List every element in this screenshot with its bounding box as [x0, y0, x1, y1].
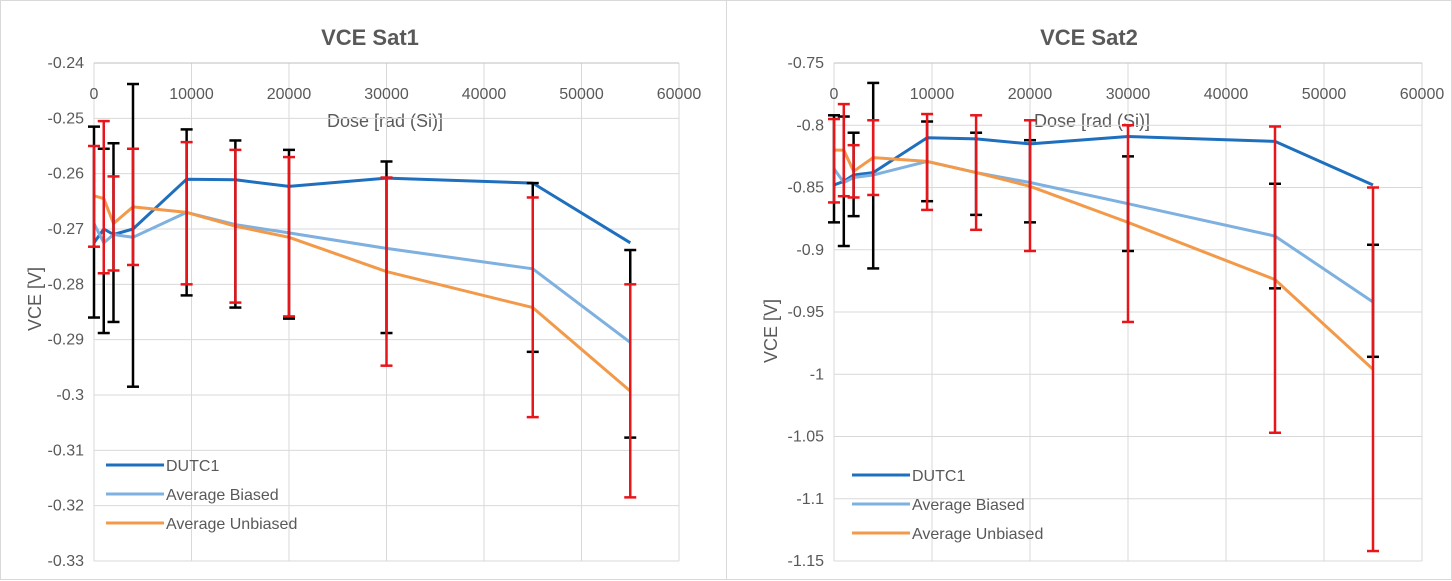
- x-tick-label: 10000: [910, 86, 955, 103]
- y-tick-label: -0.3: [56, 387, 84, 404]
- y-tick-label: -0.9: [796, 242, 824, 259]
- x-tick-label: 20000: [1008, 86, 1053, 103]
- chart-panel-vce-sat2: VCE Sat2 Dose [rad (Si)] VCE [V] -0.75 -0…: [726, 0, 1452, 580]
- legend-label-average-unbiased: Average Unbiased: [912, 526, 1043, 543]
- x-tick-label: 60000: [1400, 86, 1445, 103]
- x-tick-label: 30000: [364, 86, 409, 103]
- chart-panel-vce-sat1: VCE Sat1 Dose [rad (Si)] VCE [V] -0.24 -0…: [0, 0, 727, 580]
- x-axis-title: Dose [rad (Si)]: [1034, 111, 1150, 131]
- series-line-average-biased: [832, 159, 1374, 304]
- x-tick-label: 30000: [1106, 86, 1151, 103]
- x-tick-label: 40000: [462, 86, 507, 103]
- y-tick-label: -0.24: [48, 55, 85, 72]
- chart-svg-vce-sat2: VCE Sat2 Dose [rad (Si)] VCE [V] -0.75-0…: [761, 25, 1445, 570]
- y-tick-label: -1.1: [796, 491, 824, 508]
- series-line-dutc1: [92, 176, 632, 245]
- y-tick-label: -0.31: [48, 442, 85, 459]
- x-tick-label: 0: [830, 86, 839, 103]
- legend-label-dutc1: DUTC1: [166, 458, 219, 475]
- series-line-average-unbiased: [93, 194, 632, 393]
- legend-label-average-unbiased: Average Unbiased: [166, 516, 297, 533]
- x-tick-label: 40000: [1204, 86, 1249, 103]
- series-line-average-unbiased: [834, 148, 1375, 371]
- x-tick-label: 10000: [169, 86, 214, 103]
- x-tick-label: 60000: [657, 86, 702, 103]
- y-tick-label: -0.27: [48, 221, 85, 238]
- y-tick-label: -0.32: [48, 498, 85, 515]
- y-tick-label: -0.8: [796, 117, 824, 134]
- x-tick-label: 50000: [1302, 86, 1347, 103]
- chart-title: VCE Sat2: [1040, 25, 1138, 50]
- y-tick-label: -1.05: [788, 429, 825, 446]
- y-tick-label: -0.26: [48, 166, 85, 183]
- x-tick-label: 20000: [267, 86, 312, 103]
- series-line-dutc1: [833, 135, 1374, 187]
- y-tick-label: -0.29: [48, 332, 85, 349]
- chart-svg-vce-sat1: VCE Sat1 Dose [rad (Si)] VCE [V] -0.24-0…: [25, 25, 702, 570]
- plot-area: -0.24 -0.25 -0.26 -0.27 -0.28 -0.29 -0.3 -0.31 -…: [48, 55, 702, 570]
- x-tick-label: 50000: [559, 86, 604, 103]
- legend-label-dutc1: DUTC1: [912, 468, 965, 485]
- x-tick-label: 0: [90, 86, 99, 103]
- y-tick-label: -1: [810, 366, 824, 383]
- plot-area: -0.75 -0.8 -0.85 -0.9 -0.95 -1 -1.05 -1.1 -1.15 0…: [788, 55, 1445, 570]
- y-tick-label: -0.95: [788, 304, 825, 321]
- y-axis-title: VCE [V]: [761, 299, 781, 363]
- y-tick-label: -0.33: [48, 553, 85, 570]
- legend: DUTC1 Average Biased Average Unbiased: [852, 468, 1043, 543]
- y-tick-label: -1.15: [788, 553, 825, 570]
- y-axis-title: VCE [V]: [25, 267, 45, 331]
- y-tick-label: -0.85: [788, 180, 825, 197]
- x-axis-title: Dose [rad (Si)]: [327, 111, 443, 131]
- legend-label-average-biased: Average Biased: [912, 497, 1025, 514]
- y-tick-label: -0.28: [48, 276, 85, 293]
- chart-title: VCE Sat1: [321, 25, 419, 50]
- legend-label-average-biased: Average Biased: [166, 487, 279, 504]
- y-tick-label: -0.75: [788, 55, 825, 72]
- y-tick-label: -0.25: [48, 110, 85, 127]
- legend: DUTC1 Average Biased Average Unbiased: [106, 458, 297, 533]
